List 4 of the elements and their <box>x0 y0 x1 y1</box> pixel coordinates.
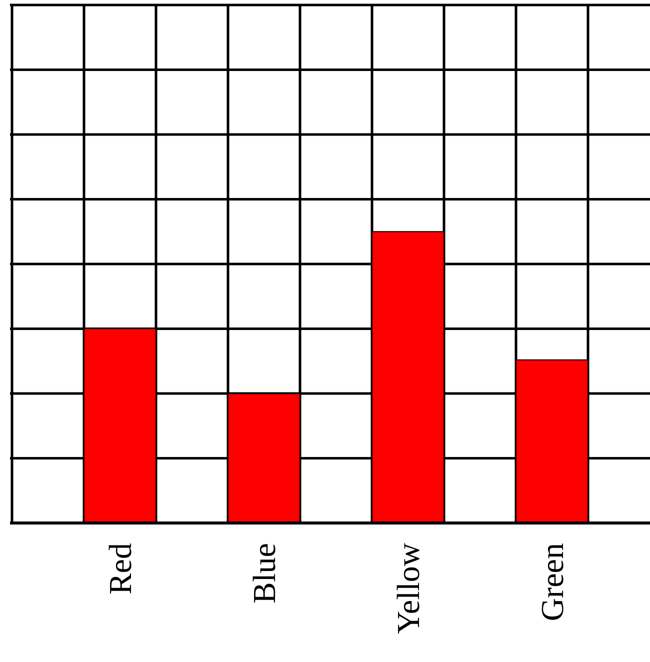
x-tick-label: Red <box>102 543 138 595</box>
x-tick-label: Yellow <box>390 543 426 634</box>
x-tick-label: Blue <box>246 543 282 604</box>
x-tick-label: Green <box>534 543 570 622</box>
